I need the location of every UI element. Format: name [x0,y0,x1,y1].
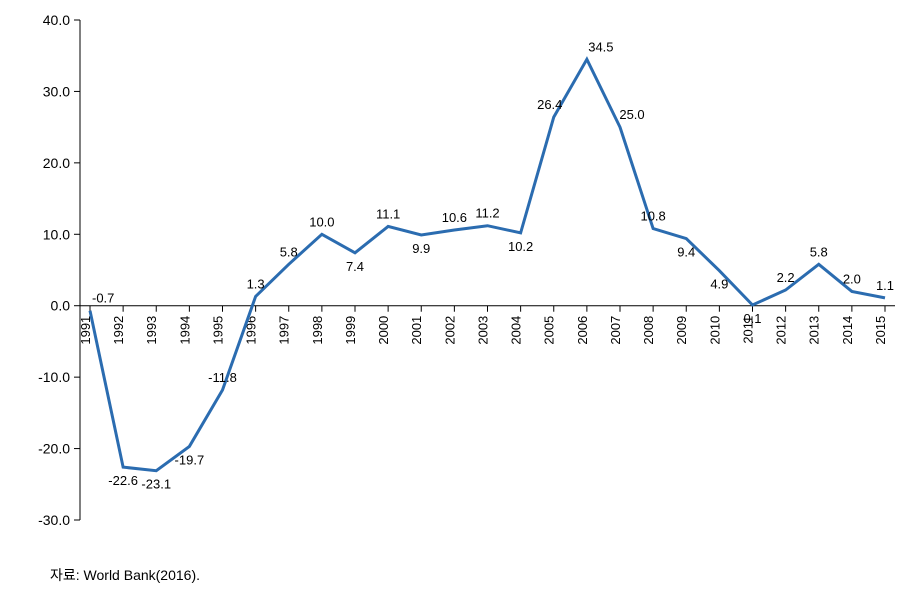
y-tick-label: -20.0 [38,441,70,457]
data-point-label: 9.4 [677,245,695,260]
data-point-label: 2.0 [843,271,861,286]
x-tick-label: 2009 [674,316,689,345]
y-tick-label: -10.0 [38,369,70,385]
data-point-label: -19.7 [175,452,205,467]
data-point-label: 4.9 [710,277,728,292]
x-tick-label: 2013 [807,316,822,345]
x-tick-label: 2008 [641,316,656,345]
data-point-label: -11.8 [208,370,237,385]
x-tick-label: 2002 [442,316,457,345]
x-tick-label: 1997 [277,316,292,345]
x-tick-label: 2014 [840,316,855,345]
x-tick-label: 2000 [376,316,391,345]
line-chart: -30.0-20.0-10.00.010.020.030.040.0199119… [0,0,914,596]
x-tick-label: 2007 [608,316,623,345]
y-tick-label: -30.0 [38,512,70,528]
y-tick-label: 30.0 [43,83,70,99]
data-point-label: 1.3 [247,276,265,291]
chart-container: -30.0-20.0-10.00.010.020.030.040.0199119… [0,0,914,596]
data-point-label: 10.8 [640,209,665,224]
data-point-label: 11.1 [376,206,400,221]
data-point-label: 0.1 [743,311,761,326]
x-tick-label: 2010 [707,316,722,345]
data-point-label: -0.7 [92,291,114,306]
x-tick-label: 2015 [873,316,888,345]
data-point-label: 10.0 [309,214,334,229]
data-point-label: 5.8 [280,244,298,259]
y-tick-label: 10.0 [43,226,70,242]
x-tick-label: 1994 [177,316,192,345]
data-point-label: -23.1 [141,477,171,492]
x-tick-label: 1998 [310,316,325,345]
x-tick-label: 2003 [476,316,491,345]
data-point-label: 1.1 [876,278,894,293]
source-label: 자료: World Bank(2016). [50,567,200,583]
x-tick-label: 2005 [542,316,557,345]
y-tick-label: 40.0 [43,12,70,28]
data-point-label: 10.2 [508,239,533,254]
data-point-label: 2.2 [777,270,795,285]
data-series-line [90,59,885,470]
data-point-label: 25.0 [619,107,644,122]
x-tick-label: 2004 [509,316,524,345]
y-tick-label: 20.0 [43,155,70,171]
data-point-label: 11.2 [475,206,499,221]
x-tick-label: 2001 [409,316,424,345]
x-tick-label: 1995 [211,316,226,345]
x-tick-label: 1999 [343,316,358,345]
y-tick-label: 0.0 [51,298,71,314]
data-point-label: 34.5 [588,39,613,54]
data-point-label: 10.6 [442,210,467,225]
x-tick-label: 2012 [774,316,789,345]
data-point-label: 9.9 [412,241,430,256]
x-tick-label: 1993 [144,316,159,345]
data-point-label: 7.4 [346,259,364,274]
data-point-label: 5.8 [810,244,828,259]
data-point-label: 26.4 [537,97,562,112]
x-tick-label: 2006 [575,316,590,345]
x-tick-label: 1992 [111,316,126,345]
data-point-label: -22.6 [108,473,138,488]
